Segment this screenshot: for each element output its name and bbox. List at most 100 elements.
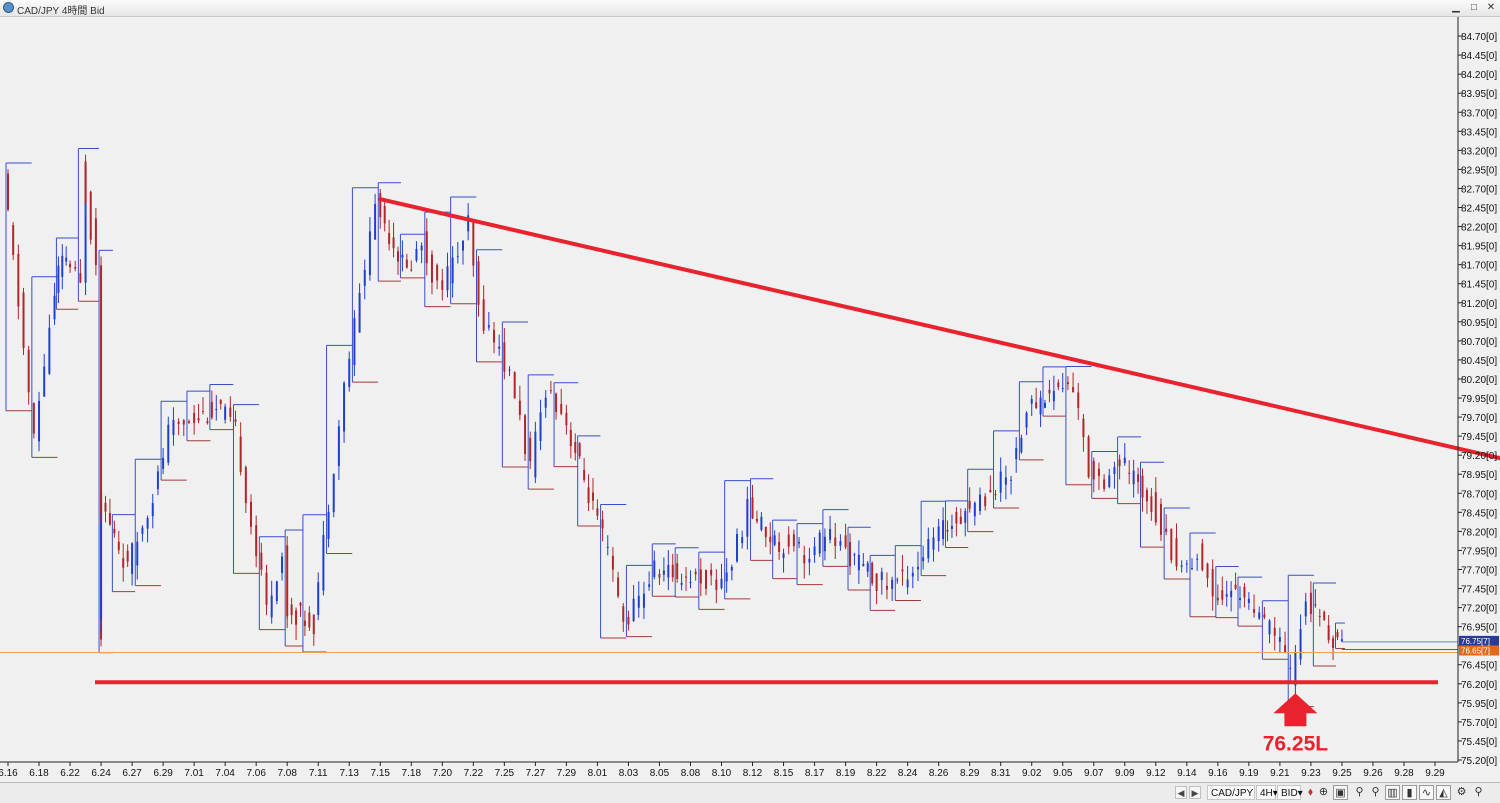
x-tick-label: 6.29 (153, 768, 173, 779)
candle-body (65, 257, 68, 262)
zoom-out-icon[interactable]: ⚲ (1371, 786, 1380, 798)
x-tick-label: 7.11 (309, 768, 328, 779)
candle-body (1057, 382, 1060, 388)
close-button[interactable]: ✕ (1486, 2, 1496, 13)
candle-body (255, 525, 258, 557)
candle-chart-icon[interactable]: ▮ (1402, 785, 1417, 800)
candle-body (312, 614, 315, 635)
x-tick-label: 7.25 (495, 768, 515, 779)
candle-body (964, 510, 967, 523)
order-marker-icon[interactable]: ⬧ (1308, 786, 1313, 798)
maximize-button[interactable]: □ (1470, 2, 1478, 13)
crosshair-icon[interactable]: ⊕ (1318, 786, 1329, 798)
candle-body (1077, 392, 1080, 408)
candle-body (162, 457, 165, 469)
candle-body (1030, 398, 1033, 404)
minimize-button[interactable]: ▁ (1452, 2, 1460, 13)
search-icon[interactable]: ⚲ (1474, 786, 1483, 798)
chart-window-icon[interactable]: ▣ (1333, 785, 1348, 800)
candle-body (1206, 563, 1209, 579)
x-tick-label: 8.24 (898, 768, 918, 779)
scroll-right-button[interactable]: ▶ (1189, 786, 1201, 799)
y-tick-label: 76.45[0] (1461, 661, 1497, 672)
x-tick-label: 7.06 (246, 768, 266, 779)
candle-body (565, 412, 568, 426)
app-logo-icon (3, 2, 14, 13)
x-tick-label: 7.29 (557, 768, 577, 779)
candle-body (699, 569, 702, 584)
up-arrow-icon (1273, 693, 1318, 727)
candle-body (569, 429, 572, 447)
candle-body (122, 558, 125, 568)
candle-body (875, 573, 878, 592)
x-tick-label: 7.20 (433, 768, 453, 779)
y-tick-label: 77.45[0] (1461, 585, 1497, 596)
x-axis-ticks: 6.16 6.18 6.22 6.24 6.27 6.29 7.01 7.04 7.06 7.08… (0, 762, 1445, 779)
candle-body (32, 402, 35, 434)
candle-body (1048, 389, 1051, 394)
candle-body (126, 550, 129, 562)
candle-body (849, 542, 852, 567)
candle-body (1327, 625, 1330, 641)
candle-body (401, 254, 404, 258)
settings-icon[interactable]: ⚙ (1456, 786, 1467, 798)
y-tick-label: 75.20[0] (1461, 756, 1497, 767)
x-tick-label: 9.09 (1115, 768, 1135, 779)
x-tick-label: 8.01 (588, 768, 608, 779)
area-chart-icon[interactable]: ◭ (1436, 785, 1451, 800)
candle-body (1273, 627, 1276, 636)
x-tick-label: 7.08 (277, 768, 297, 779)
candle-body (680, 582, 683, 585)
candle-body (1082, 418, 1085, 438)
candle-body (337, 426, 340, 466)
candle-body (1299, 629, 1302, 660)
x-tick-label: 9.25 (1332, 768, 1352, 779)
x-tick-label: 7.04 (215, 768, 235, 779)
bar-chart-icon[interactable]: ▥ (1385, 785, 1400, 800)
candle-body (197, 418, 200, 421)
candle-body (410, 269, 413, 271)
candle-body (43, 366, 46, 397)
price-chart[interactable]: 76.25L 84.70[0]84.45[0]84.20[0]83.95[0]8… (0, 17, 1500, 782)
x-tick-label: 6.18 (29, 768, 49, 779)
timeframe-select[interactable]: 4H▾ (1256, 785, 1278, 800)
symbol-select[interactable]: CAD/JPY ▾ (1207, 785, 1261, 800)
candle-body (1137, 474, 1140, 482)
candle-body (117, 541, 120, 551)
candle-body (715, 579, 718, 591)
current-price-labels: 76.75[7]76.65[7] (1459, 635, 1499, 656)
scroll-left-button[interactable]: ◀ (1175, 786, 1187, 799)
price-side-select-value: BID (1281, 788, 1298, 799)
candle-body (461, 240, 464, 251)
y-tick-label: 80.45[0] (1461, 356, 1497, 367)
candle-body (959, 516, 962, 524)
candle-body (583, 469, 586, 480)
candle-body (555, 393, 558, 413)
x-tick-label: 9.21 (1270, 768, 1290, 779)
candle-body (539, 412, 542, 441)
candle-body (84, 161, 87, 204)
candle-body (210, 401, 213, 418)
line-chart-icon[interactable]: ∿ (1419, 785, 1434, 800)
y-tick-label: 75.95[0] (1461, 699, 1497, 710)
candle-body (100, 490, 103, 514)
x-tick-label: 8.26 (929, 768, 949, 779)
x-tick-label: 9.28 (1394, 768, 1414, 779)
candle-body (694, 571, 697, 575)
x-tick-label: 6.27 (122, 768, 142, 779)
y-tick-label: 81.45[0] (1461, 280, 1497, 291)
y-tick-label: 84.70[0] (1461, 32, 1497, 43)
y-tick-label: 77.95[0] (1461, 546, 1497, 557)
candle-body (637, 595, 640, 608)
candle-body (172, 419, 175, 436)
candle-body (911, 572, 914, 577)
bottom-toolbar: ◀ ▶ CAD/JPY ▾ 4H▾ BID▾ ⬧ ⊕ ▣ ⚲ ⚲ ▥ ▮ ∿ ◭… (0, 782, 1500, 803)
candle-body (239, 436, 242, 473)
x-tick-label: 7.18 (402, 768, 422, 779)
candle-body (436, 265, 439, 281)
candle-body (332, 473, 335, 513)
candle-body (1253, 609, 1256, 613)
candle-body (1145, 490, 1148, 502)
price-side-select[interactable]: BID▾ (1277, 785, 1303, 800)
zoom-in-icon[interactable]: ⚲ (1355, 786, 1364, 798)
